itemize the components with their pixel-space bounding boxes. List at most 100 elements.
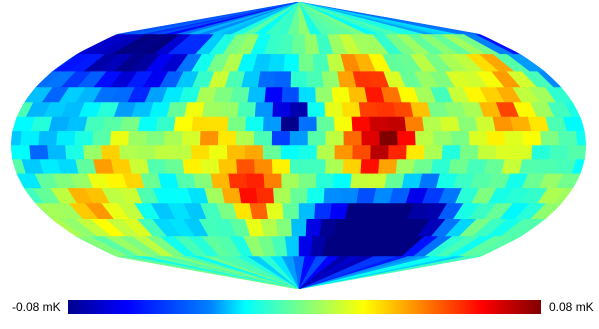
map-pixel [119, 116, 141, 132]
map-pixel [74, 159, 97, 175]
map-pixel [262, 173, 282, 189]
map-pixel [386, 116, 407, 132]
map-pixel [306, 102, 326, 118]
map-pixel [163, 131, 183, 146]
map-pixel [271, 159, 291, 175]
map-pixel [503, 131, 524, 146]
map-pixel [372, 188, 394, 204]
map-pixel [257, 71, 276, 88]
map-pixel [82, 145, 103, 160]
map-pixel [521, 131, 542, 146]
map-pixel [351, 145, 371, 160]
map-pixel [414, 131, 434, 146]
map-pixel [280, 145, 299, 160]
map-pixel [395, 159, 416, 175]
map-pixel [548, 145, 569, 160]
map-pixel [368, 116, 389, 132]
map-pixel [245, 173, 265, 189]
map-pixel [64, 145, 85, 160]
map-pixel [91, 131, 112, 146]
colorbar [68, 300, 541, 314]
map-pixel [306, 188, 325, 204]
map-pixel [363, 87, 385, 103]
map-pixel [100, 145, 121, 160]
map-pixel [155, 116, 176, 132]
map-pixel [238, 188, 258, 204]
map-pixel [136, 145, 156, 160]
map-pixel [11, 131, 13, 146]
map-pixel [289, 131, 308, 146]
map-pixel [314, 87, 334, 103]
map-pixel [324, 159, 344, 175]
map-pixel [377, 159, 398, 175]
map-pixel [210, 173, 231, 189]
map-pixel [236, 102, 256, 118]
map-pixel [316, 145, 335, 160]
map-pixel [306, 159, 326, 175]
map-pixel [347, 87, 368, 103]
map-pixel [383, 173, 405, 189]
map-pixel [418, 173, 440, 189]
map-pixel [557, 131, 578, 146]
map-pixel [483, 159, 505, 175]
map-pixel [280, 116, 299, 132]
map-pixel [289, 102, 308, 118]
map-pixel [127, 131, 147, 146]
map-pixel [244, 145, 264, 160]
map-pixel [358, 102, 379, 118]
map-pixel [235, 159, 255, 175]
map-pixel [421, 116, 442, 132]
map-pixel [181, 131, 201, 146]
map-pixel [450, 131, 470, 146]
map-pixel [154, 145, 174, 160]
map-pixel [262, 145, 281, 160]
map-pixel [217, 159, 238, 175]
map-pixel [291, 34, 306, 55]
map-pixel [289, 71, 308, 88]
map-pixel [282, 54, 299, 72]
map-pixel [378, 131, 398, 146]
map-pixel [474, 116, 496, 132]
map-pixel [164, 159, 185, 175]
map-pixel [315, 173, 335, 189]
map-pixel [423, 145, 443, 160]
map-pixel [254, 102, 274, 118]
map-pixel [324, 131, 344, 146]
map-pixel [83, 116, 106, 132]
map-pixel [298, 173, 317, 189]
map-pixel [350, 116, 371, 132]
map-pixel [298, 145, 317, 160]
map-pixel [46, 145, 67, 160]
map-pixel [275, 219, 292, 237]
map-pixel [11, 116, 35, 132]
map-pixel [229, 87, 250, 103]
map-pixel [172, 145, 192, 160]
map-pixel [298, 87, 316, 103]
map-pixel [331, 87, 351, 103]
map-pixel [290, 219, 307, 237]
map-pixel [298, 203, 316, 220]
map-pixel [172, 116, 194, 132]
map-pixel [328, 203, 349, 220]
map-pixel [263, 87, 283, 103]
map-pixel [366, 173, 387, 189]
map-pixel [512, 145, 533, 160]
map-pixel [459, 145, 479, 160]
map-pixel [137, 116, 158, 132]
map-pixel [500, 159, 523, 175]
map-pixel [412, 159, 433, 175]
map-pixel [355, 188, 377, 204]
map-pixel [360, 131, 380, 146]
map-pixel [298, 54, 315, 72]
map-pixel [92, 159, 114, 175]
map-pixel [272, 188, 291, 204]
map-pixel [485, 131, 506, 146]
map-pixel [575, 131, 586, 146]
map-pixel [244, 116, 264, 132]
map-pixel [28, 145, 49, 160]
map-pixel [192, 173, 214, 189]
map-pixel [271, 102, 291, 118]
map-pixel [439, 116, 460, 132]
map-pixel [375, 102, 396, 118]
map-pixel [401, 173, 423, 189]
